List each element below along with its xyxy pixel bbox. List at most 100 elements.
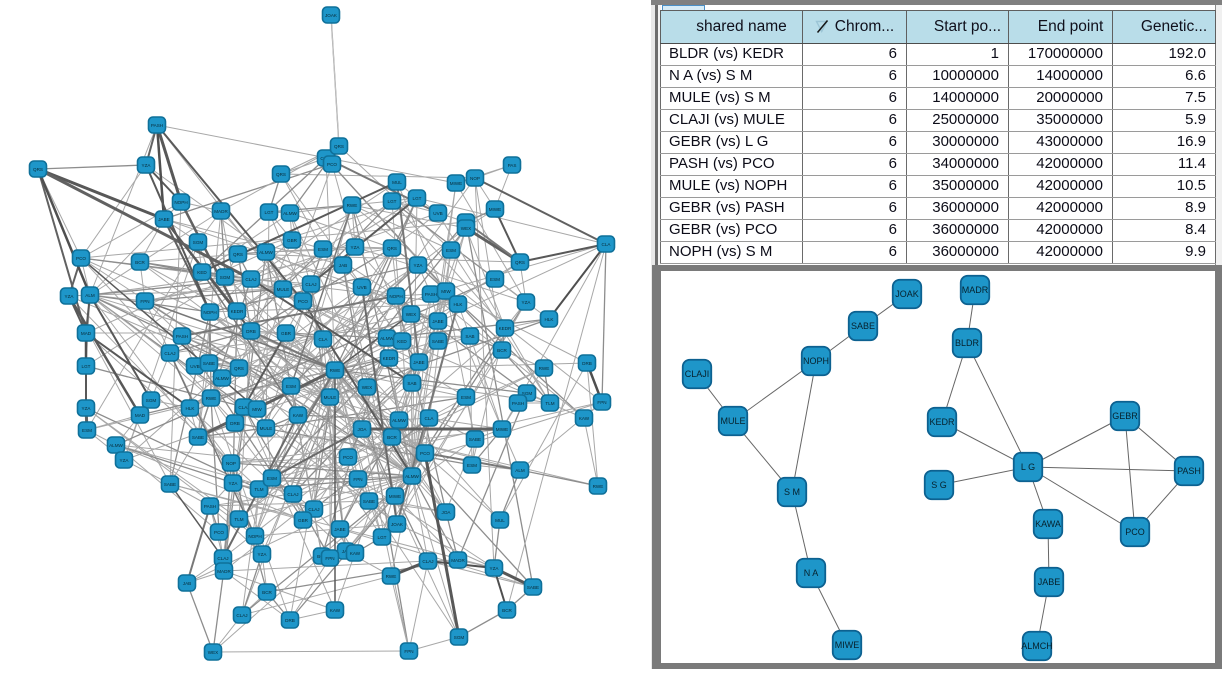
- svg-text:SABE: SABE: [192, 435, 204, 440]
- svg-text:JABE: JABE: [413, 360, 425, 365]
- svg-text:YZA: YZA: [490, 566, 500, 571]
- svg-text:ALMW: ALMW: [215, 376, 229, 381]
- svg-text:SABE: SABE: [363, 499, 375, 504]
- svg-text:NOPH: NOPH: [248, 534, 261, 539]
- svg-text:CLAJ: CLAJ: [236, 613, 247, 618]
- svg-text:PCO: PCO: [420, 451, 430, 456]
- svg-text:PASH: PASH: [425, 292, 437, 297]
- svg-text:SAB: SAB: [407, 381, 416, 386]
- svg-text:JABE: JABE: [1038, 577, 1061, 587]
- svg-text:ESM: ESM: [267, 476, 277, 481]
- svg-text:JOAK: JOAK: [325, 13, 338, 18]
- svg-text:ALMCH: ALMCH: [1021, 641, 1053, 651]
- svg-text:YZA: YZA: [82, 406, 92, 411]
- svg-text:MULE: MULE: [260, 426, 273, 431]
- svg-text:PASH: PASH: [204, 504, 216, 509]
- svg-text:LGT: LGT: [378, 535, 387, 540]
- svg-text:MULE: MULE: [277, 287, 290, 292]
- svg-text:BLDR: BLDR: [955, 338, 980, 348]
- svg-text:MUL: MUL: [392, 180, 402, 185]
- svg-text:LGT: LGT: [413, 196, 422, 201]
- svg-text:KED: KED: [397, 339, 407, 344]
- svg-text:LGT: LGT: [388, 199, 397, 204]
- svg-text:CLAJ: CLAJ: [238, 405, 249, 410]
- svg-text:QRS: QRS: [233, 252, 243, 257]
- svg-text:CLA: CLA: [319, 337, 329, 342]
- svg-text:ESM: ESM: [286, 384, 296, 389]
- svg-text:RWE: RWE: [539, 366, 550, 371]
- svg-text:DRB: DRB: [246, 329, 256, 334]
- svg-text:SABE: SABE: [203, 361, 215, 366]
- svg-text:NOPH: NOPH: [389, 294, 402, 299]
- svg-text:KEDR: KEDR: [499, 326, 512, 331]
- svg-text:MAD: MAD: [81, 331, 92, 336]
- svg-text:CLAJ: CLAJ: [308, 507, 319, 512]
- svg-text:CLAJ: CLAJ: [217, 556, 228, 561]
- svg-text:PCO: PCO: [327, 162, 337, 167]
- svg-text:WEX: WEX: [362, 385, 372, 390]
- svg-text:MIWE: MIWE: [496, 427, 509, 432]
- svg-text:S G: S G: [931, 480, 947, 490]
- svg-text:DRB: DRB: [230, 421, 240, 426]
- svg-text:QRS: QRS: [276, 172, 286, 177]
- svg-text:BCR: BCR: [262, 590, 272, 595]
- svg-text:SABE: SABE: [851, 321, 875, 331]
- svg-text:WEX: WEX: [208, 650, 218, 655]
- svg-text:KAWA: KAWA: [1035, 519, 1061, 529]
- svg-text:UVB: UVB: [190, 364, 199, 369]
- svg-text:PASH: PASH: [512, 401, 524, 406]
- svg-text:QRS: QRS: [515, 260, 525, 265]
- svg-text:MADR: MADR: [214, 209, 228, 214]
- svg-text:YZA: YZA: [229, 481, 239, 486]
- svg-text:PASH: PASH: [176, 334, 188, 339]
- svg-text:N A: N A: [804, 568, 819, 578]
- svg-text:PCO: PCO: [1125, 527, 1145, 537]
- svg-text:KEDR: KEDR: [383, 356, 396, 361]
- svg-text:PCO: PCO: [214, 530, 224, 535]
- svg-text:SGM: SGM: [146, 398, 157, 403]
- svg-text:CLAJ: CLAJ: [422, 559, 433, 564]
- svg-text:PAS: PAS: [508, 163, 517, 168]
- svg-text:CLAJI: CLAJI: [685, 369, 710, 379]
- svg-text:GBR: GBR: [281, 331, 292, 336]
- svg-text:MIWE: MIWE: [450, 181, 463, 186]
- svg-text:FPN: FPN: [325, 556, 334, 561]
- svg-text:MIWE: MIWE: [389, 494, 402, 499]
- svg-text:BCR: BCR: [497, 348, 507, 353]
- svg-text:TLM: TLM: [234, 517, 243, 522]
- svg-text:KEDR: KEDR: [231, 309, 244, 314]
- svg-text:SABE: SABE: [164, 482, 176, 487]
- svg-text:FPN: FPN: [597, 400, 606, 405]
- svg-text:RWE: RWE: [386, 574, 397, 579]
- svg-text:MULE: MULE: [324, 395, 337, 400]
- svg-text:SAB: SAB: [465, 334, 474, 339]
- svg-text:MIWE: MIWE: [489, 207, 502, 212]
- svg-text:QRS: QRS: [334, 144, 344, 149]
- svg-text:ALMW: ALMW: [405, 474, 419, 479]
- svg-text:ESM: ESM: [318, 247, 328, 252]
- svg-text:JOAK: JOAK: [895, 289, 919, 299]
- svg-text:NOP: NOP: [470, 176, 480, 181]
- svg-text:RWE: RWE: [330, 368, 341, 373]
- svg-text:RWE: RWE: [206, 396, 217, 401]
- svg-text:KED: KED: [197, 270, 207, 275]
- svg-text:WEX: WEX: [406, 312, 416, 317]
- svg-text:ESM: ESM: [82, 428, 92, 433]
- svg-text:LGT: LGT: [82, 364, 91, 369]
- svg-text:NOPH: NOPH: [803, 356, 829, 366]
- svg-text:NOPH: NOPH: [174, 200, 187, 205]
- svg-text:ALMW: ALMW: [259, 250, 273, 255]
- svg-text:L G: L G: [1021, 462, 1035, 472]
- svg-text:JABE: JABE: [334, 527, 346, 532]
- svg-text:CLAJ: CLAJ: [305, 282, 316, 287]
- svg-text:MUL: MUL: [495, 518, 505, 523]
- svg-text:SABE: SABE: [469, 437, 481, 442]
- svg-text:ESM: ESM: [446, 248, 456, 253]
- svg-text:YZA: YZA: [120, 458, 130, 463]
- svg-text:CLA: CLA: [425, 416, 435, 421]
- svg-text:GEBR: GEBR: [1112, 411, 1138, 421]
- svg-text:TLM: TLM: [254, 487, 263, 492]
- svg-text:SABE: SABE: [527, 585, 539, 590]
- svg-text:SGM: SGM: [522, 391, 533, 396]
- svg-text:JAB: JAB: [183, 581, 191, 586]
